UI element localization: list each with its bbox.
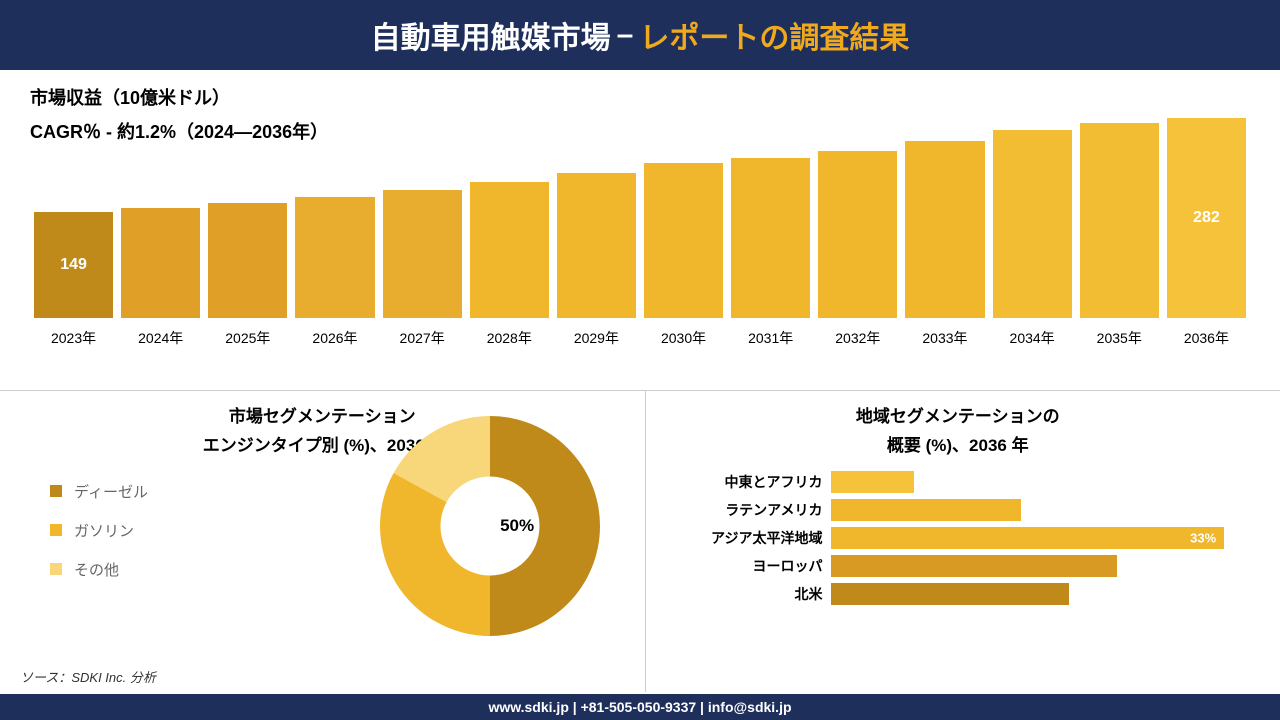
bar-xlabel: 2032年	[835, 328, 880, 348]
hbar-track	[831, 583, 1261, 605]
bar-col: 2033年	[905, 141, 984, 348]
donut-center-label: 50%	[500, 516, 534, 536]
region-panel: 地域セグメンテーションの 概要 (%)、2036 年 中東とアフリカラテンアメリ…	[646, 391, 1280, 692]
bar	[818, 151, 897, 318]
bar	[993, 130, 1072, 318]
bar-col: 2026年	[295, 197, 374, 348]
region-title: 地域セグメンテーションの 概要 (%)、2036 年	[656, 403, 1261, 461]
hbar-label: 中東とアフリカ	[656, 472, 831, 492]
bar	[121, 208, 200, 318]
hbar-label: ラテンアメリカ	[656, 500, 831, 520]
bar-col: 2030年	[644, 163, 723, 348]
hbar	[831, 583, 1070, 605]
hbar	[831, 499, 1022, 521]
bar	[1080, 123, 1159, 318]
bar	[731, 158, 810, 318]
hbar-row: ラテンアメリカ	[656, 499, 1261, 521]
bar-value: 282	[1167, 209, 1246, 227]
bar-col: 149 2023年	[34, 212, 113, 348]
bar-xlabel: 2025年	[225, 328, 270, 348]
legend-swatch	[50, 485, 62, 497]
bar-xlabel: 2033年	[922, 328, 967, 348]
title-white: 自動車用触媒市場	[371, 13, 611, 57]
revenue-bar-chart: 市場収益（10億米ドル） CAGR％ - 約1.2%（2024―2036年） 1…	[0, 70, 1280, 390]
legend-swatch	[50, 524, 62, 536]
hbar-track	[831, 471, 1261, 493]
bar-xlabel: 2026年	[312, 328, 357, 348]
bar: 282	[1167, 118, 1246, 318]
bar-col: 2035年	[1080, 123, 1159, 348]
hbar-label: 北米	[656, 584, 831, 604]
bar-col: 2025年	[208, 203, 287, 348]
hbar-label: ヨーロッパ	[656, 556, 831, 576]
bar-xlabel: 2035年	[1097, 328, 1142, 348]
donut-chart: 50%	[375, 411, 605, 641]
bar-col: 2034年	[993, 130, 1072, 348]
revenue-label-1: 市場収益（10億米ドル）	[30, 84, 1250, 110]
bar-xlabel: 2029年	[574, 328, 619, 348]
bar	[557, 173, 636, 318]
segmentation-panel: 市場セグメンテーション エンジンタイプ別 (%)、2036年 ディーゼルガソリン…	[0, 391, 646, 692]
bar	[905, 141, 984, 318]
bar	[208, 203, 287, 318]
title-accent: レポートの調査結果	[639, 13, 909, 57]
bar-xlabel: 2027年	[400, 328, 445, 348]
bar: 149	[34, 212, 113, 318]
legend-label: その他	[74, 559, 119, 580]
hbar	[831, 555, 1117, 577]
bar-xlabel: 2028年	[487, 328, 532, 348]
bar-xlabel: 2023年	[51, 328, 96, 348]
legend-label: ディーゼル	[74, 481, 148, 502]
bar-col: 2024年	[121, 208, 200, 348]
hbar-row: ヨーロッパ	[656, 555, 1261, 577]
title-sep: –	[617, 18, 634, 52]
bar-value: 149	[34, 256, 113, 274]
page-title: 自動車用触媒市場 – レポートの調査結果	[0, 0, 1280, 70]
hbar-value: 33%	[1190, 530, 1216, 545]
region-hbars: 中東とアフリカラテンアメリカアジア太平洋地域 33% ヨーロッパ北米	[656, 471, 1261, 605]
bar-xlabel: 2031年	[748, 328, 793, 348]
bar-xlabel: 2024年	[138, 328, 183, 348]
hbar: 33%	[831, 527, 1225, 549]
legend-swatch	[50, 563, 62, 575]
bar-col: 2032年	[818, 151, 897, 348]
bar-col: 2029年	[557, 173, 636, 348]
legend-label: ガソリン	[74, 520, 134, 541]
donut-slice	[380, 473, 490, 636]
bar-xlabel: 2030年	[661, 328, 706, 348]
hbar	[831, 471, 915, 493]
bar-col: 2027年	[383, 190, 462, 348]
bar-xlabel: 2036年	[1184, 328, 1229, 348]
hbar-track: 33%	[831, 527, 1261, 549]
source-text: ソース：SDKI Inc. 分析	[20, 667, 156, 686]
bar-xlabel: 2034年	[1010, 328, 1055, 348]
bar	[644, 163, 723, 318]
hbar-label: アジア太平洋地域	[656, 528, 831, 548]
hbar-row: 中東とアフリカ	[656, 471, 1261, 493]
bar-col: 2028年	[470, 182, 549, 348]
bottom-panels: 市場セグメンテーション エンジンタイプ別 (%)、2036年 ディーゼルガソリン…	[0, 390, 1280, 692]
hbar-track	[831, 555, 1261, 577]
bar-col: 282 2036年	[1167, 118, 1246, 348]
footer-text: www.sdki.jp | +81-505-050-9337 | info@sd…	[488, 699, 791, 715]
bar	[295, 197, 374, 318]
hbar-row: 北米	[656, 583, 1261, 605]
bar-col: 2031年	[731, 158, 810, 348]
footer: www.sdki.jp | +81-505-050-9337 | info@sd…	[0, 694, 1280, 720]
bar	[470, 182, 549, 318]
hbar-track	[831, 499, 1261, 521]
bar	[383, 190, 462, 318]
hbar-row: アジア太平洋地域 33%	[656, 527, 1261, 549]
